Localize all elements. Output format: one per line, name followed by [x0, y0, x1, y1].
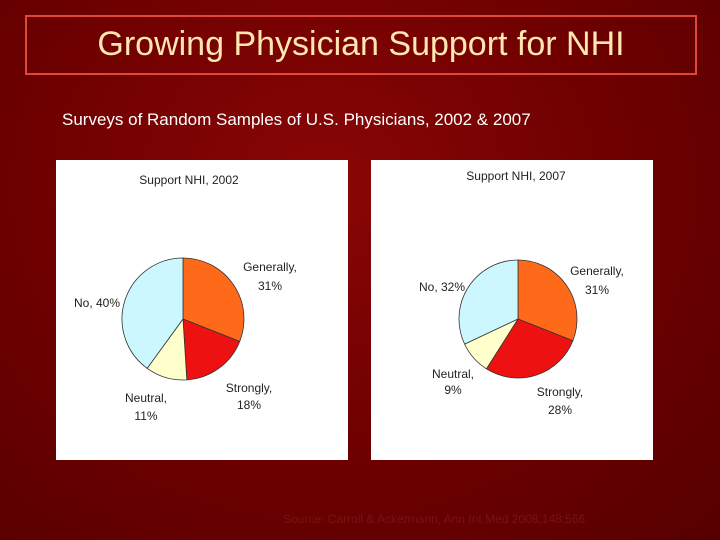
pie-slice-generally: [182, 257, 245, 342]
slice-label-strongly-line2: 28%: [548, 403, 572, 417]
pie-slices: [121, 257, 245, 381]
chart-panel-2007: Support NHI, 2007 Generally, 31% Strongl…: [371, 160, 653, 460]
slice-label-generally-line2: 31%: [585, 283, 609, 297]
pie-slice-no: [121, 257, 184, 369]
chart-title: Support NHI, 2007: [466, 169, 566, 183]
slice-label-generally-line1: Generally,: [243, 260, 297, 274]
slice-label-neutral-line1: Neutral,: [432, 367, 474, 381]
pie-slices: [458, 259, 578, 379]
slice-label-neutral-line2: 9%: [444, 383, 462, 397]
title-box: Growing Physician Support for NHI: [25, 15, 697, 75]
slice-label-neutral-line2: 11%: [134, 409, 157, 423]
pie-slice-no: [458, 259, 519, 345]
slice-label-strongly-line1: Strongly,: [537, 385, 583, 399]
pie-labels: Generally, 31% Strongly, 28% Neutral, 9%…: [419, 264, 624, 417]
pie-labels: Generally, 31% Strongly, 18% Neutral, 11…: [74, 260, 297, 423]
source-citation: Source: Carroll & Ackermann, Ann Int Med…: [283, 512, 586, 526]
pie-chart-2007: Support NHI, 2007 Generally, 31% Strongl…: [419, 169, 624, 417]
chart-title: Support NHI, 2002: [139, 173, 239, 187]
slice-label-generally-line1: Generally,: [570, 264, 624, 278]
slice-label-no: No, 40%: [74, 296, 120, 310]
pie-slice-generally: [517, 259, 578, 342]
slice-label-neutral-line1: Neutral,: [125, 391, 167, 405]
slice-label-no: No, 32%: [419, 280, 465, 294]
pie-slice-strongly: [485, 318, 574, 379]
pie-slice-strongly: [182, 318, 241, 381]
slice-label-generally-line2: 31%: [258, 279, 282, 293]
slide-subtitle: Surveys of Random Samples of U.S. Physic…: [62, 110, 531, 129]
slide-title: Growing Physician Support for NHI: [97, 25, 625, 63]
slice-label-strongly-line1: Strongly,: [226, 381, 272, 395]
chart-panel-2002: Support NHI, 2002 Generally, 31% Strongl…: [56, 160, 348, 460]
pie-chart-2002: Support NHI, 2002 Generally, 31% Strongl…: [74, 173, 297, 423]
slice-label-strongly-line2: 18%: [237, 398, 261, 412]
